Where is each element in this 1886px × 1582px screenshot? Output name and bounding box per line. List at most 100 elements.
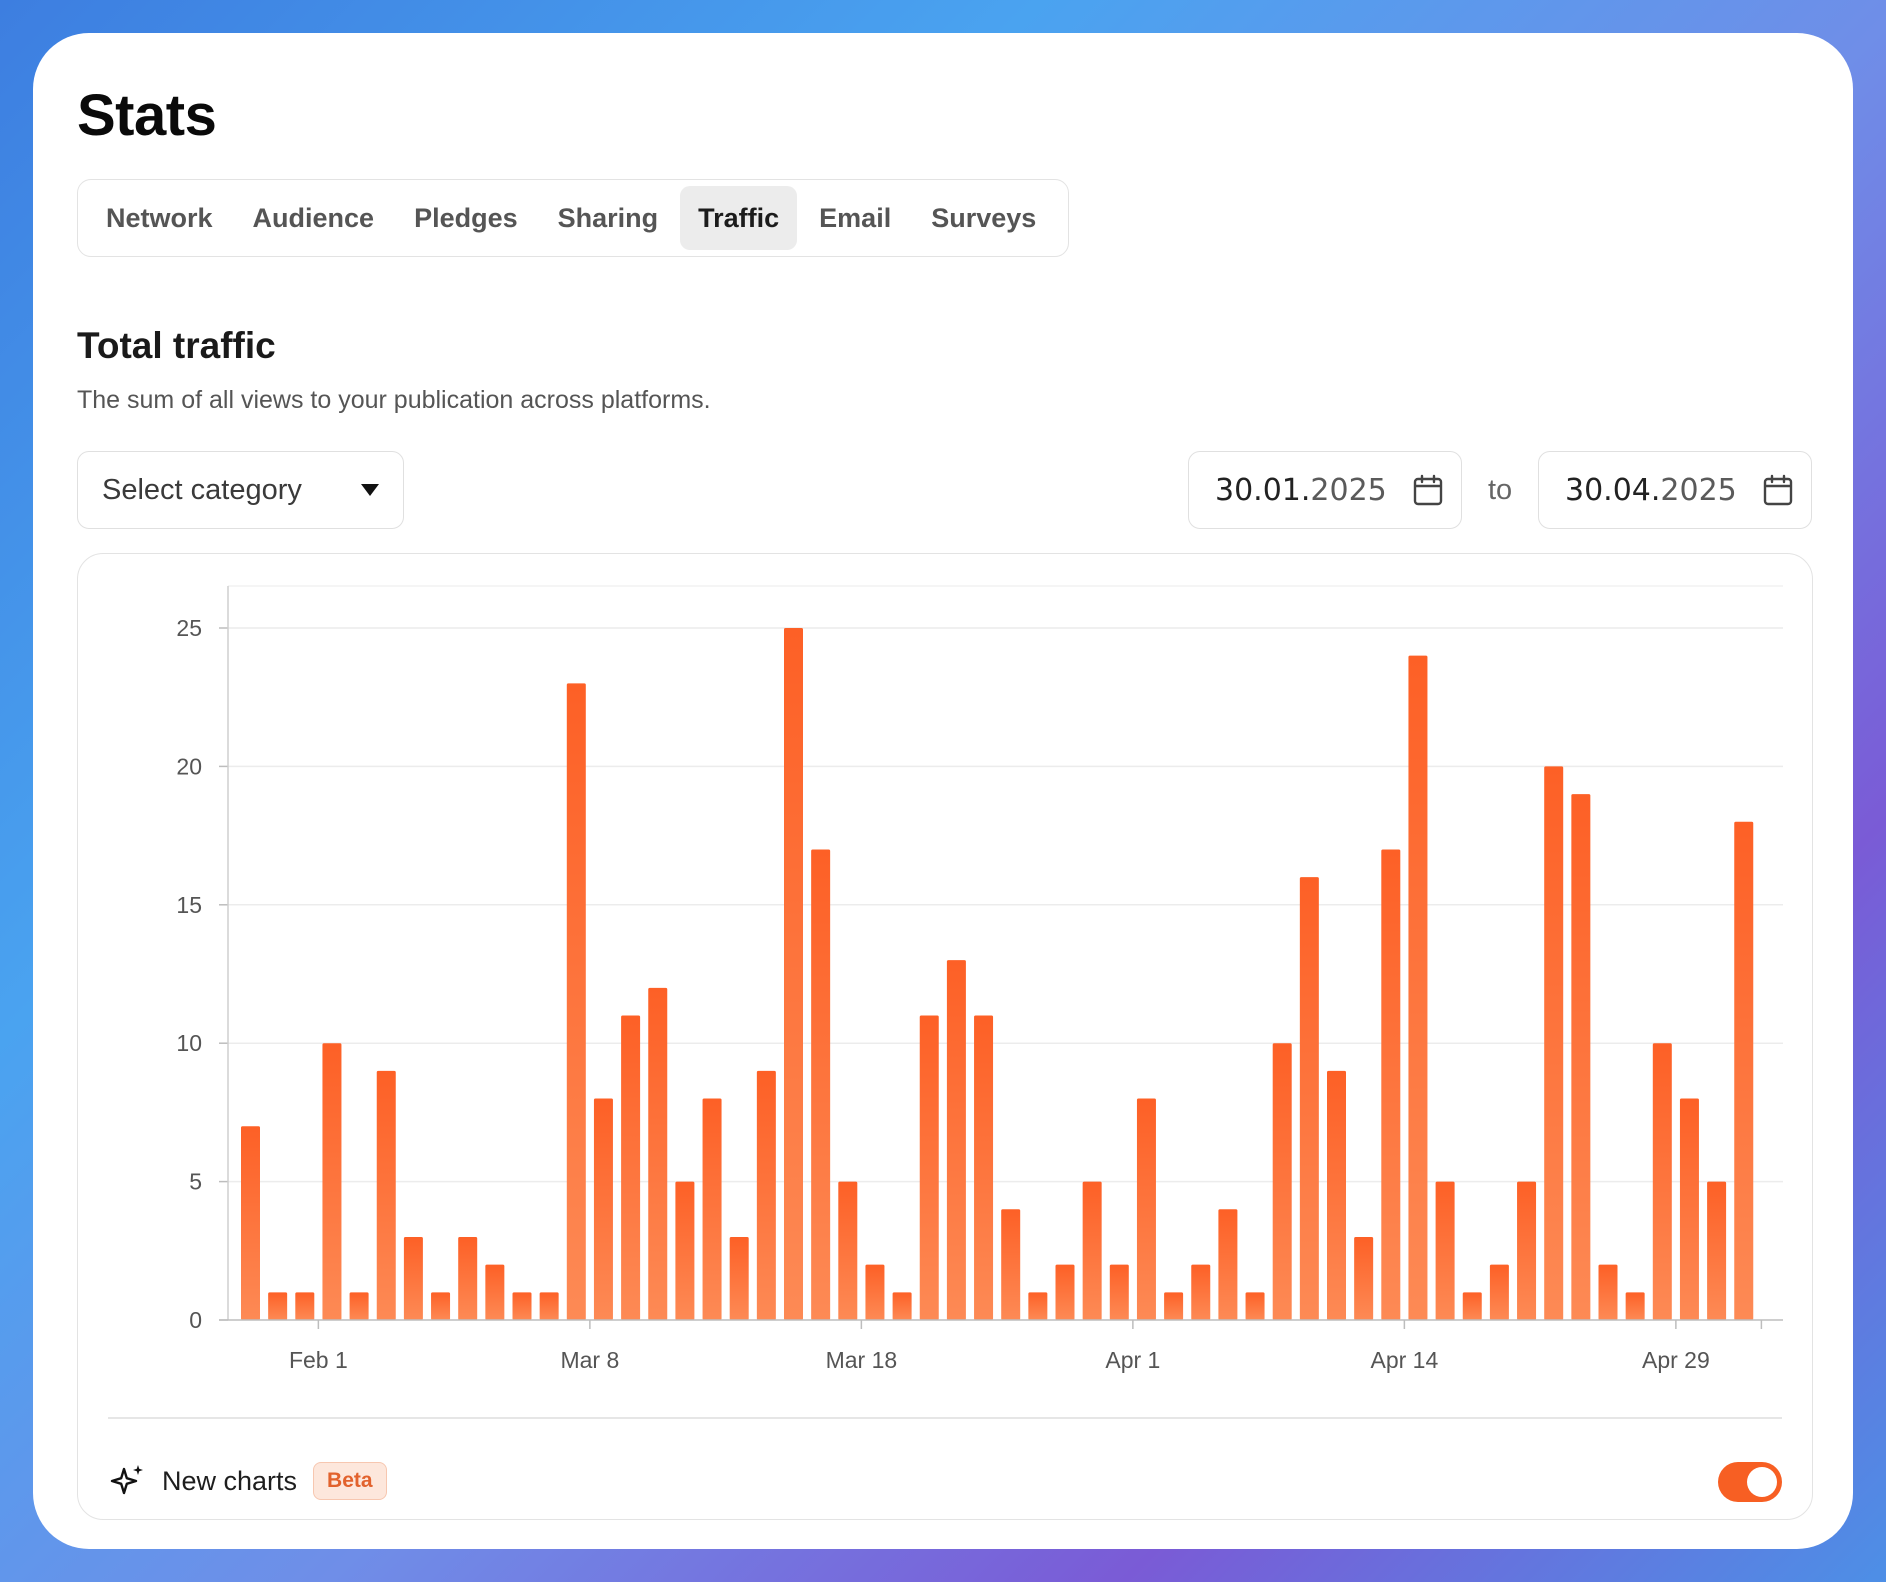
chart-grid [228, 585, 1783, 1183]
tab-pledges[interactable]: Pledges [414, 202, 518, 233]
date-from-year: 2025 [1310, 472, 1387, 508]
bar [1598, 1264, 1618, 1320]
bar [1625, 1292, 1645, 1320]
bar [322, 1043, 342, 1320]
bar [1136, 1098, 1156, 1320]
bar [1679, 1098, 1699, 1320]
bar [892, 1292, 912, 1320]
bar [295, 1292, 315, 1320]
bar [1517, 1181, 1537, 1320]
date-to-field[interactable]: 30.04.2025 [1538, 451, 1812, 529]
bar [485, 1264, 505, 1320]
tab-surveys[interactable]: Surveys [931, 202, 1037, 233]
date-from-day-month: 30.01. [1215, 472, 1311, 508]
y-tick-label: 10 [176, 1030, 202, 1056]
section-subtitle: The sum of all views to your publication… [77, 386, 711, 414]
section-title: Total traffic [77, 325, 276, 366]
bar [919, 1015, 939, 1320]
stats-card: Stats Network Audience Pledges Sharing T… [33, 33, 1853, 1549]
category-select[interactable]: Select category [77, 451, 404, 529]
tab-audience[interactable]: Audience [252, 202, 375, 233]
bar [621, 1015, 641, 1320]
tab-network[interactable]: Network [106, 202, 213, 233]
bar [756, 1070, 776, 1320]
x-tick-label: Feb 1 [289, 1347, 348, 1373]
tab-email[interactable]: Email [819, 202, 892, 233]
bar [1544, 766, 1564, 1320]
x-tick-label: Mar 8 [560, 1347, 619, 1373]
bar [784, 628, 803, 1320]
page-title: Stats [77, 83, 217, 148]
bar [1055, 1264, 1075, 1320]
bar [593, 1098, 613, 1320]
bar [1191, 1264, 1211, 1320]
x-tick-label: Mar 18 [826, 1347, 898, 1373]
beta-badge: Beta [313, 1462, 387, 1500]
bar [702, 1098, 722, 1320]
bar [512, 1292, 532, 1320]
bar [458, 1236, 478, 1320]
bar [838, 1181, 858, 1320]
bar [1164, 1292, 1184, 1320]
bar [648, 987, 668, 1320]
date-from-field[interactable]: 30.01.2025 [1188, 451, 1462, 529]
x-tick-label: Apr 29 [1642, 1347, 1710, 1373]
traffic-bar-chart: 0 5 10 15 20 25 Feb 1 Mar 8 Mar 18 Apr 1 Apr 14 Ap… [176, 585, 1783, 1373]
bar [1734, 821, 1754, 1320]
bar [1272, 1043, 1292, 1320]
tab-traffic[interactable]: Traffic [680, 186, 798, 250]
y-tick-label: 20 [176, 753, 202, 779]
bar [1001, 1209, 1021, 1320]
stats-tabs: Network Audience Pledges Sharing Traffic… [77, 179, 1069, 257]
caret-down-icon [361, 484, 379, 496]
date-to-value: 30.04.2025 [1565, 473, 1737, 508]
date-range-to-label: to [1488, 474, 1513, 506]
bar [1245, 1292, 1265, 1320]
toggle-knob [1747, 1467, 1777, 1497]
bar [1707, 1181, 1727, 1320]
calendar-icon[interactable] [1763, 474, 1793, 506]
x-tick-label: Apr 14 [1370, 1347, 1438, 1373]
new-charts-toggle[interactable] [1718, 1462, 1782, 1502]
bar [675, 1181, 695, 1320]
chart-bars [241, 628, 1754, 1320]
bar [946, 960, 966, 1320]
tab-sharing[interactable]: Sharing [557, 202, 659, 233]
bar [241, 1126, 260, 1320]
bar [729, 1236, 749, 1320]
date-to-year: 2025 [1660, 472, 1737, 508]
date-to-day-month: 30.04. [1565, 472, 1661, 508]
bar [376, 1070, 396, 1320]
calendar-icon[interactable] [1413, 474, 1443, 506]
bar [431, 1292, 451, 1320]
bar [811, 849, 831, 1320]
bar [1435, 1181, 1455, 1320]
bar [1327, 1070, 1346, 1320]
bar [349, 1292, 369, 1320]
bar [1299, 877, 1319, 1320]
bar [1109, 1264, 1129, 1320]
bar [1354, 1236, 1374, 1320]
y-tick-label: 25 [176, 615, 202, 641]
bar [566, 683, 586, 1320]
chart-footer-divider [108, 1417, 1782, 1419]
bar [268, 1292, 288, 1320]
bar [1408, 655, 1428, 1320]
x-axis-ticks: Feb 1 Mar 8 Mar 18 Apr 1 Apr 14 Apr 29 [289, 1320, 1763, 1373]
bar [1571, 794, 1591, 1320]
category-select-label: Select category [102, 473, 302, 506]
bar [974, 1015, 994, 1320]
y-axis-ticks: 0 5 10 15 20 25 [176, 615, 228, 1333]
bar [1462, 1292, 1482, 1320]
y-tick-label: 0 [189, 1307, 202, 1333]
new-charts-label: New charts [162, 1465, 298, 1496]
x-tick-label: Apr 1 [1105, 1347, 1160, 1373]
sparkle-icon [110, 1465, 143, 1495]
chart-axes [219, 586, 1783, 1321]
y-tick-label: 15 [176, 892, 202, 918]
date-from-value: 30.01.2025 [1215, 473, 1387, 508]
chart-container: 0 5 10 15 20 25 Feb 1 Mar 8 Mar 18 Apr 1 Apr 14 Ap… [77, 553, 1813, 1520]
y-tick-label: 5 [189, 1169, 202, 1195]
bar [1218, 1209, 1238, 1320]
bar [1381, 849, 1401, 1320]
